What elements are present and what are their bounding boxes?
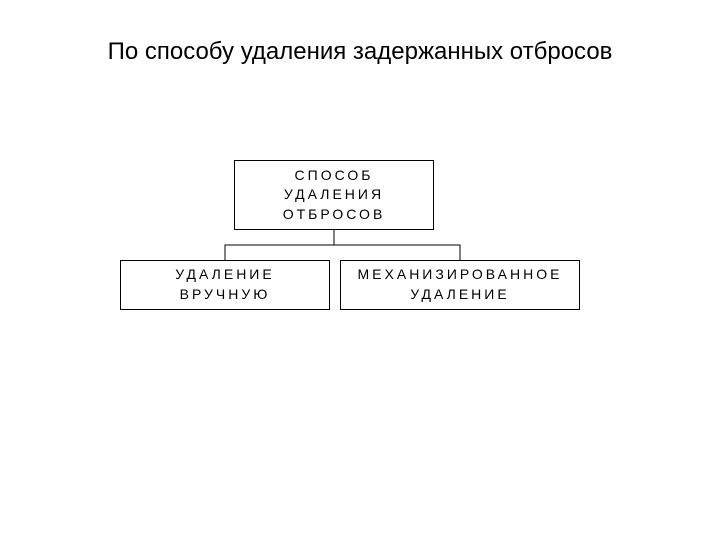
edge-root-right <box>334 230 460 260</box>
node-root: СПОСОБ УДАЛЕНИЯ ОТБРОСОВ <box>234 160 434 230</box>
page-title: По способу удаления задержанных отбросов <box>0 38 720 66</box>
tree-diagram: СПОСОБ УДАЛЕНИЯ ОТБРОСОВ УДАЛЕНИЕ ВРУЧНУЮ… <box>0 160 720 360</box>
node-right: МЕХАНИЗИРОВАННОЕ УДАЛЕНИЕ <box>340 260 580 310</box>
node-left: УДАЛЕНИЕ ВРУЧНУЮ <box>120 260 330 310</box>
edge-root-left <box>225 230 334 260</box>
